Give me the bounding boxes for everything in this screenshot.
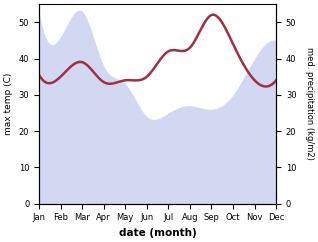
X-axis label: date (month): date (month) [119, 228, 197, 238]
Y-axis label: max temp (C): max temp (C) [4, 73, 13, 135]
Y-axis label: med. precipitation (kg/m2): med. precipitation (kg/m2) [305, 47, 314, 160]
